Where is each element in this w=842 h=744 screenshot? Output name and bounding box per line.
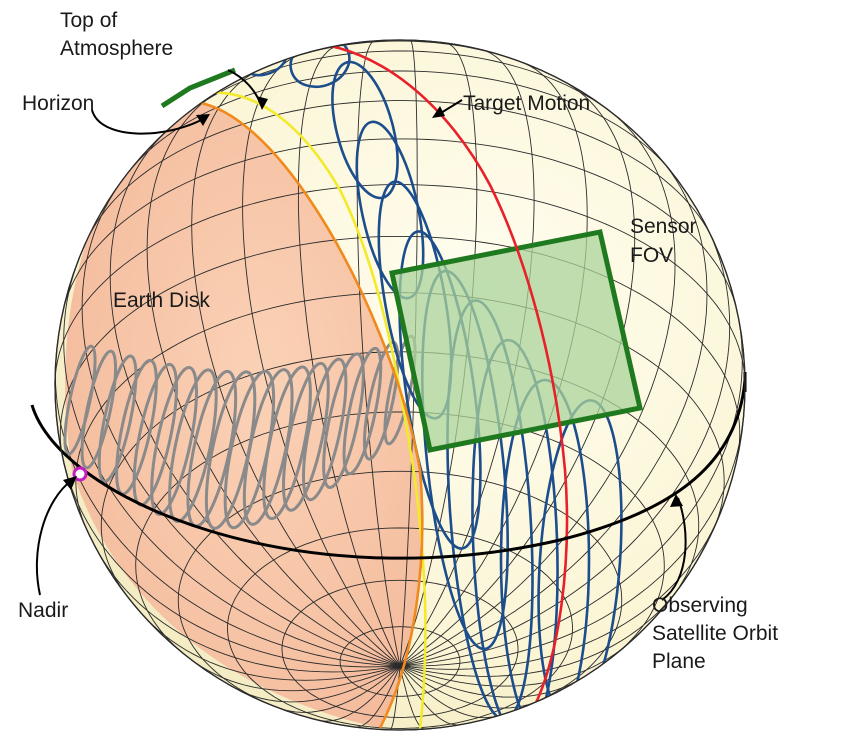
label-orbit-plane-1: Observing xyxy=(652,594,748,617)
label-orbit-plane-2: Satellite Orbit xyxy=(652,622,778,645)
ground-track-loop xyxy=(282,361,330,512)
ground-track-loop xyxy=(150,365,198,516)
ground-track-loop xyxy=(322,352,365,489)
parallel-line xyxy=(128,70,671,172)
label-orbit-plane-3: Plane xyxy=(652,650,706,673)
label-horizon: Horizon xyxy=(22,92,94,115)
meridian-line xyxy=(399,665,497,719)
label-nadir: Nadir xyxy=(18,599,68,622)
orbit-plane-line xyxy=(30,379,747,560)
parallel-line xyxy=(55,184,745,383)
arrow-heads xyxy=(63,96,683,507)
label-top-of-atmosphere: Top of Atmosphere xyxy=(60,9,173,60)
meridian-line xyxy=(399,643,629,687)
ground-track-loop xyxy=(168,368,218,523)
nadir-marker xyxy=(72,466,88,482)
label-sensor-fov-2: FOV xyxy=(630,244,673,267)
label-target-motion: Target Motion xyxy=(463,92,590,115)
parallel-line xyxy=(89,100,714,240)
meridian-line xyxy=(81,184,401,667)
meridian-line xyxy=(63,264,401,667)
arrow-orbit-plane xyxy=(661,497,687,601)
meridian-line xyxy=(399,665,583,698)
meridian-line xyxy=(236,665,401,703)
ground-track-loop xyxy=(342,346,383,476)
parallel-line xyxy=(59,235,741,459)
label-sensor-fov-1: Sensor xyxy=(630,215,697,238)
horizon-top-segment xyxy=(160,67,236,109)
label-earth-disk: Earth Disk xyxy=(113,289,210,312)
meridian-line xyxy=(191,68,401,667)
ground-track-loop xyxy=(301,357,348,502)
top-of-atmosphere-curve xyxy=(171,91,427,730)
label-top-of-atmosphere-2: Atmosphere xyxy=(60,37,173,60)
earth-disk-region xyxy=(65,101,423,728)
meridian-line xyxy=(98,552,401,673)
arrow-nadir xyxy=(35,479,73,596)
horizon-curve xyxy=(162,100,424,729)
label-sensor-fov: Sensor FOV xyxy=(630,215,702,267)
parallel-line xyxy=(227,527,573,729)
parallel-line xyxy=(63,138,736,306)
meridian-line xyxy=(297,45,401,667)
ground-track-loop xyxy=(80,349,118,470)
meridian-line xyxy=(55,355,401,667)
arrow-horizon xyxy=(91,109,206,135)
label-orbit-plane: Observing Satellite Orbit Plane xyxy=(652,594,784,673)
meridian-line xyxy=(109,131,401,667)
ground-track-loop xyxy=(97,354,138,483)
meridian-line xyxy=(399,158,708,667)
label-top-of-atmosphere-1: Top of xyxy=(60,9,117,32)
ground-track-loops xyxy=(63,334,417,530)
parallel-line xyxy=(339,626,461,697)
target-motion-track xyxy=(289,40,569,716)
ground-track-loop xyxy=(262,365,312,521)
parallel-line xyxy=(281,579,519,718)
parallel-line xyxy=(177,470,623,709)
meridian-line xyxy=(145,617,401,681)
sensor-fov-box xyxy=(389,229,644,453)
meridian-line xyxy=(399,321,743,667)
